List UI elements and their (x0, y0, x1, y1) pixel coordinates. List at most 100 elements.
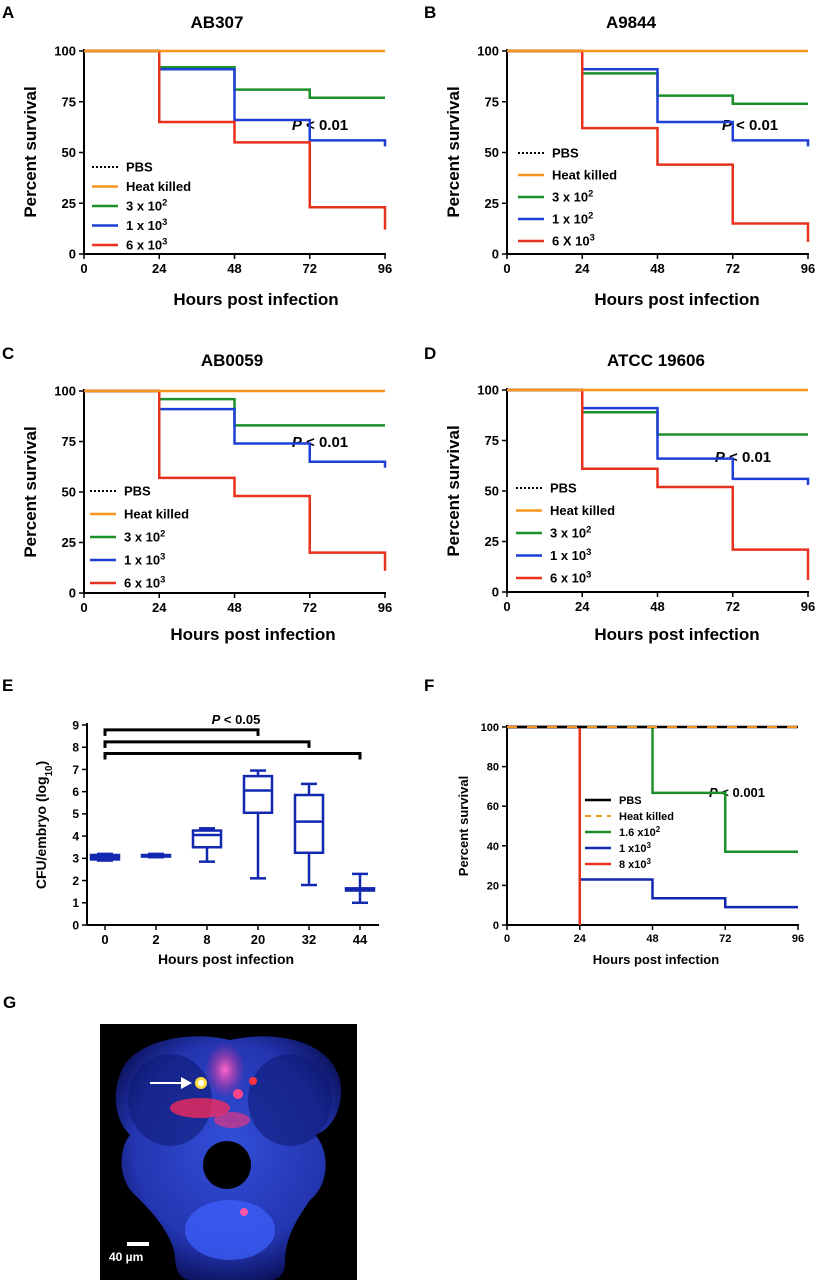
legend-label: 1 x 103 (126, 217, 167, 233)
x-tick-label: 0 (503, 599, 510, 614)
p-value-annotation: P < 0.05 (212, 712, 261, 727)
legend-label: 3 x 102 (552, 189, 593, 205)
y-tick-label: 6 (72, 785, 79, 799)
y-tick-label: 25 (485, 196, 499, 211)
x-tick-label: 8 (203, 932, 210, 947)
y-tick-label: 3 (72, 852, 79, 866)
legend: PBS Heat killed 3 x 102 1 x 103 6 x 103 (516, 481, 615, 586)
legend-label: Heat killed (552, 168, 617, 183)
y-axis-label: CFU/embryo (log10) (33, 761, 55, 889)
series-line-6-x-10 (507, 49, 810, 242)
x-tick-label: 72 (719, 933, 731, 945)
x-tick-label: 0 (80, 600, 87, 615)
panel-a: A AB307 0 25 50 75 100 Percent survival Hours po… (2, 3, 392, 309)
x-axis-label: Hours post infection (158, 951, 294, 967)
box-2h (140, 852, 172, 859)
legend-label: PBS (126, 160, 153, 175)
y-tick-label: 4 (72, 829, 79, 843)
x-tick-label: 72 (726, 599, 740, 614)
x-tick-label: 0 (101, 932, 108, 947)
x-tick-label: 48 (646, 933, 658, 945)
legend-label: 3 x 102 (124, 529, 165, 545)
x-axis-label: Hours post infection (593, 952, 719, 967)
legend-label: 3 x 102 (550, 525, 591, 541)
y-tick-label: 100 (477, 44, 499, 59)
legend-label: 6 x 103 (124, 575, 165, 591)
box-8h (191, 827, 223, 863)
y-tick-label: 0 (69, 247, 76, 262)
x-tick-label: 96 (801, 599, 815, 614)
p-value-annotation: P < 0.01 (722, 117, 778, 134)
legend-label: 1.6 x102 (619, 824, 661, 839)
x-tick-label: 0 (80, 261, 87, 276)
y-tick-label: 50 (62, 485, 76, 500)
box-44h (344, 872, 376, 905)
legend-label: 6 x 103 (550, 570, 591, 586)
y-tick-label: 1 (72, 896, 79, 910)
x-axis-label: Hours post infection (594, 625, 759, 644)
legend: PBS Heat killed 3 x 102 1 x 103 6 x 103 (92, 160, 191, 253)
y-axis-label: Percent survival (21, 426, 40, 557)
y-tick-label: 50 (485, 145, 499, 160)
series-line-8-x10 (507, 725, 581, 925)
x-tick-label: 24 (575, 599, 590, 614)
legend-label: Heat killed (619, 811, 674, 823)
legend-label: 6 X 103 (552, 233, 595, 249)
x-tick-label: 44 (353, 932, 368, 947)
series-line-6-x-10 (84, 389, 387, 571)
y-tick-label: 25 (62, 535, 76, 550)
x-tick-label: 96 (378, 600, 392, 615)
y-tick-label: 40 (487, 841, 499, 853)
box-20h (242, 769, 274, 880)
chart-title: ATCC 19606 (607, 351, 705, 370)
y-tick-label: 100 (54, 384, 76, 399)
x-tick-label: 72 (303, 261, 317, 276)
panel-letter-a: A (2, 3, 14, 22)
x-tick-label: 72 (726, 261, 740, 276)
y-tick-label: 75 (62, 434, 76, 449)
box-32h (293, 782, 325, 887)
y-tick-label: 75 (62, 94, 76, 109)
y-tick-label: 7 (72, 763, 79, 777)
box-body (191, 829, 223, 849)
y-tick-label: 8 (72, 741, 79, 755)
x-tick-label: 48 (227, 261, 241, 276)
y-tick-label: 100 (54, 44, 76, 59)
scale-bar (127, 1242, 149, 1246)
legend-label: 1 x 103 (124, 552, 165, 568)
x-axis-label: Hours post infection (173, 290, 338, 309)
y-tick-label: 20 (487, 880, 499, 892)
panel-g: G 40 µm (3, 993, 357, 1280)
x-tick-label: 24 (575, 261, 590, 276)
panel-c: C AB0059 0 25 50 75 100 Percent survival Hours p… (2, 344, 392, 644)
y-tick-label: 100 (477, 383, 499, 398)
panel-letter-f: F (424, 676, 434, 695)
x-tick-label: 48 (650, 599, 664, 614)
x-tick-label: 72 (303, 600, 317, 615)
legend: PBS Heat killed 3 x 102 1 x 103 6 x 103 (90, 484, 189, 591)
x-tick-label: 24 (152, 261, 167, 276)
panel-f: F 0 20 40 60 80 100 Percent survival Hours post … (424, 676, 804, 967)
legend-label: PBS (550, 481, 577, 496)
panel-e: E 0 1 2 3 4 5 6 7 8 9 CFU/embryo (log10) Hours post … (2, 676, 379, 967)
panel-letter-c: C (2, 344, 14, 363)
legend-label: Heat killed (126, 179, 191, 194)
legend-label: PBS (552, 146, 579, 161)
panel-letter-d: D (424, 344, 436, 363)
x-tick-label: 24 (152, 600, 167, 615)
y-tick-label: 60 (487, 801, 499, 813)
y-tick-label: 25 (62, 196, 76, 211)
series-line-6-x-10 (84, 49, 387, 230)
box-body (242, 774, 274, 815)
legend-label: PBS (619, 795, 642, 807)
legend-label: 1 x 102 (552, 211, 593, 227)
y-tick-label: 0 (69, 586, 76, 601)
y-axis-label: Percent survival (444, 86, 463, 217)
significance-bracket (103, 751, 362, 760)
y-axis-label: Percent survival (21, 86, 40, 217)
legend-label: 8 x103 (619, 856, 652, 871)
y-tick-label: 0 (72, 918, 79, 932)
panel-letter-b: B (424, 3, 436, 22)
